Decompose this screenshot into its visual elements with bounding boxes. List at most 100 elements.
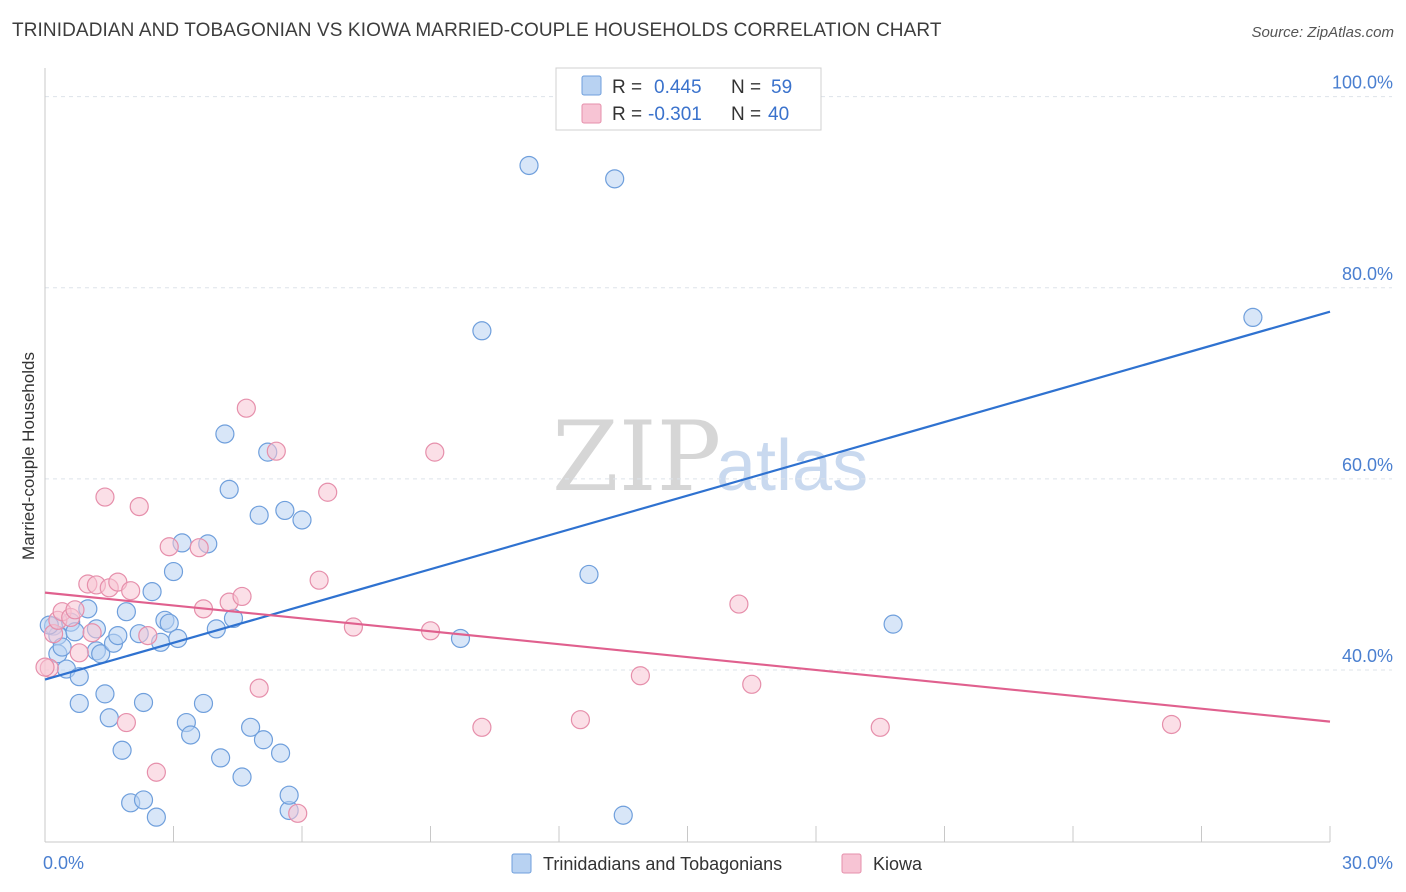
- data-point: [116, 712, 136, 733]
- data-point: [605, 169, 625, 189]
- chart-source: Source: ZipAtlas.com: [1251, 24, 1394, 41]
- legend-pink-r-value: -0.301: [648, 104, 702, 125]
- data-point: [52, 637, 72, 657]
- trend-line-kiowa: [44, 591, 1331, 723]
- y-axis-label: Married-couple Households: [19, 352, 38, 560]
- legend-pink-n-label: N =: [731, 104, 761, 125]
- grid-lines: [45, 96, 1392, 671]
- data-point: [99, 708, 119, 728]
- data-point: [69, 667, 89, 687]
- series-legend-blue-label: Trinidadians and Tobagonians: [543, 854, 782, 874]
- data-point: [146, 807, 166, 827]
- y-tick-label: 60.0%: [1342, 455, 1393, 475]
- data-point: [129, 497, 149, 517]
- data-point: [112, 740, 132, 760]
- data-point: [241, 717, 261, 737]
- x-axis-ticks: [173, 826, 1331, 842]
- data-point: [519, 155, 539, 176]
- data-point: [450, 628, 471, 649]
- data-point: [288, 803, 308, 823]
- data-point: [1243, 307, 1263, 327]
- legend-blue-r-value: 0.445: [654, 77, 702, 98]
- x-tick-label-max: 30.0%: [1342, 853, 1393, 873]
- legend-blue-row: R = 0.445 N = 59: [612, 77, 792, 98]
- data-point: [1161, 714, 1182, 735]
- data-point: [270, 743, 291, 763]
- x-tick-label-min: 0.0%: [43, 853, 84, 873]
- data-point: [142, 582, 162, 602]
- data-point: [343, 617, 363, 637]
- series-legend-pink-swatch: [841, 853, 862, 874]
- data-point: [65, 600, 85, 620]
- data-point: [82, 623, 102, 643]
- data-point: [318, 482, 338, 502]
- y-tick-label: 40.0%: [1342, 646, 1393, 666]
- legend-blue-swatch: [581, 75, 602, 96]
- data-point: [292, 510, 312, 530]
- data-point: [108, 625, 128, 646]
- data-point: [232, 586, 252, 607]
- data-point: [211, 748, 231, 768]
- data-point: [69, 693, 89, 714]
- chart-title: TRINIDADIAN AND TOBAGONIAN VS KIOWA MARR…: [12, 20, 942, 41]
- data-point: [146, 762, 166, 782]
- data-point: [181, 725, 201, 745]
- legend-blue-n-label: N =: [731, 77, 761, 98]
- watermark-zip: ZIP: [552, 401, 721, 513]
- data-point: [249, 678, 269, 698]
- data-point: [215, 424, 235, 444]
- stats-legend: R = 0.445 N = 59 R = -0.301 N = 40: [555, 67, 822, 131]
- data-point: [236, 398, 256, 418]
- data-point: [729, 594, 749, 614]
- trend-line-trinidadians: [44, 310, 1331, 681]
- data-point: [253, 730, 274, 750]
- series-kiowa-points: [35, 398, 1182, 823]
- data-point: [883, 614, 903, 634]
- series-legend-pink-label: Kiowa: [873, 854, 923, 874]
- y-tick-labels: 40.0% 60.0% 80.0% 100.0%: [1332, 73, 1393, 666]
- data-point: [279, 785, 299, 805]
- legend-blue-r-label: R =: [612, 77, 642, 98]
- data-point: [121, 581, 141, 601]
- data-point: [35, 657, 55, 677]
- data-point: [69, 643, 89, 663]
- data-point: [95, 487, 115, 507]
- data-point: [168, 628, 188, 649]
- legend-pink-r-label: R =: [612, 104, 642, 125]
- data-point: [95, 684, 115, 704]
- data-point: [193, 693, 214, 714]
- data-point: [570, 710, 591, 730]
- series-legend: Trinidadians and Tobagonians Kiowa: [511, 853, 923, 874]
- data-point: [249, 505, 269, 525]
- data-point: [159, 613, 179, 633]
- data-point: [133, 790, 154, 810]
- data-point: [472, 321, 492, 341]
- data-point: [275, 500, 295, 521]
- legend-blue-n-value: 59: [771, 77, 792, 98]
- legend-pink-n-value: 40: [768, 104, 789, 125]
- y-tick-label: 100.0%: [1332, 73, 1393, 93]
- series-legend-blue-swatch: [511, 853, 532, 874]
- legend-pink-swatch: [581, 103, 602, 124]
- data-point: [219, 479, 239, 499]
- data-point: [472, 717, 492, 737]
- data-point: [232, 767, 252, 787]
- data-point: [138, 625, 158, 646]
- data-point: [870, 717, 890, 737]
- data-point: [579, 564, 599, 585]
- series-trinidadians-points: [39, 155, 1263, 827]
- y-tick-label: 80.0%: [1342, 264, 1393, 284]
- data-point: [189, 538, 209, 558]
- data-point: [309, 570, 329, 590]
- data-point: [630, 666, 650, 686]
- data-point: [425, 442, 445, 462]
- data-point: [159, 537, 179, 557]
- data-point: [163, 561, 184, 582]
- data-point: [266, 441, 286, 461]
- data-point: [613, 805, 633, 825]
- data-point: [116, 602, 136, 622]
- data-point: [742, 674, 762, 694]
- legend-pink-row: R = -0.301 N = 40: [612, 104, 789, 125]
- data-point: [133, 692, 154, 713]
